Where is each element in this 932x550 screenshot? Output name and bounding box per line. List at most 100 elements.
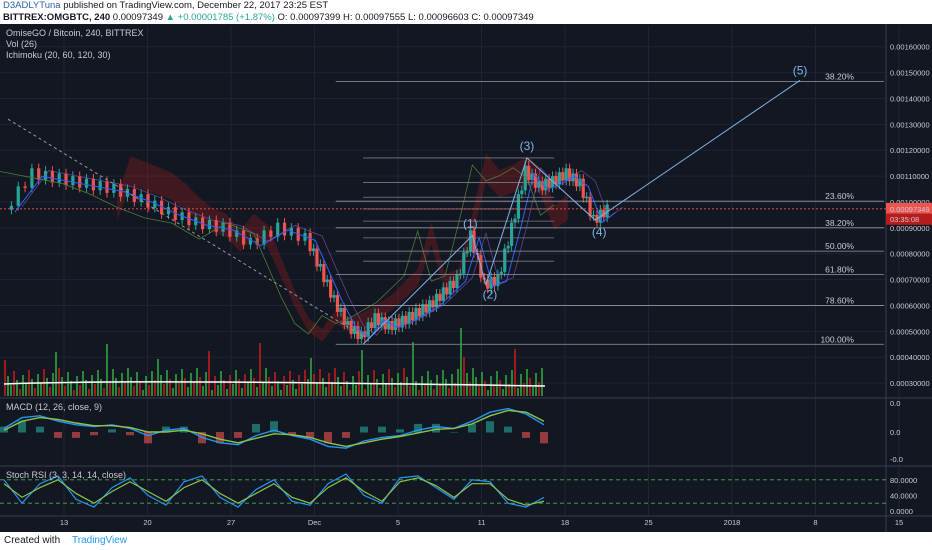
candle [496,274,500,287]
volume-bar [532,387,534,396]
candle [588,196,592,217]
volume-bar [367,375,369,396]
candle [91,178,95,191]
candle [342,308,346,325]
macd-signal-line [3,409,545,448]
chart-canvas[interactable]: 13 20 27 Dec 5 11 18 25 2018 8 15 0.00160000 0.00150… [0,24,932,532]
volume-bar [205,372,207,396]
price-tick-label: 0.00160000 [890,43,930,52]
volume-bar [70,381,72,396]
price-tick-label: 0.00120000 [890,146,930,155]
macd-histogram-bar [54,432,62,438]
candle [462,252,466,274]
volume-bar [394,387,396,396]
candle [469,230,473,252]
fib-level-label: 61.80% [825,264,854,274]
candle [424,304,428,313]
macd-histogram-bar [90,432,98,436]
volume-bar [295,389,297,396]
macd-label: MACD (12, 26, close, 9) [6,402,102,412]
macd-histogram-bar [270,421,278,433]
volume-bar [475,377,477,396]
macd-histogram-bar [342,432,350,438]
candle [547,178,551,188]
macd-histogram-bar [504,426,512,433]
candle [605,204,609,218]
x-tick-label: 27 [227,518,235,527]
volume-bar [448,388,450,396]
volume-bar [4,360,6,396]
candle [78,176,82,188]
volume-bar [256,387,258,396]
volume-bar [328,373,330,396]
volume-bar [208,351,210,396]
volume-bar [226,389,228,396]
candle [376,313,381,326]
volume-bar [46,378,48,396]
candle [407,311,411,325]
volume-bar [403,368,405,396]
candle [98,181,102,191]
volume-bar [490,376,492,396]
volume-bar [271,386,273,396]
volume-bar [217,385,219,396]
volume-bar [283,376,285,396]
chart-background [0,24,932,532]
volume-bar [133,386,135,396]
candle [282,222,287,236]
candle [540,181,544,191]
volume-bar [424,385,426,396]
x-tick-label: 18 [561,518,569,527]
candle [339,308,343,312]
x-tick-label: 11 [478,518,486,527]
candle [315,248,319,267]
candle [410,311,415,321]
fib-level-label: 100.00% [820,334,854,344]
volume-bar [76,376,78,396]
volume-bar [343,372,345,396]
volume-bar [241,388,243,396]
volume-bar [427,371,429,396]
volume-bar [364,389,366,396]
macd-histogram-bar [126,432,134,436]
volume-bar [148,385,150,396]
volume-bar [136,372,138,396]
volume-bar [61,377,63,396]
candle [366,322,370,338]
wave-label: (3) [520,139,535,153]
publish-info: published on TradingView.com, December 2… [63,0,329,11]
candle [421,304,425,317]
volume-bar [385,383,387,396]
volume-bar [442,370,444,396]
volume-bar [292,380,294,396]
volume-bar [445,379,447,396]
macd-histogram-bar [540,432,548,444]
volume-bar [415,381,417,396]
price-tick-label: 0.00080000 [890,250,930,259]
volume-bar [454,383,456,396]
volume-bar [145,376,147,396]
author-link[interactable]: D3ADLYTuna [3,0,61,11]
tradingview-brand[interactable]: TradingView [72,535,128,546]
chart-title: OmiseGO / Bitcoin, 240, BITTREX [6,28,144,38]
volume-bar [313,374,315,396]
volume-bar [160,375,162,396]
candle [568,168,572,182]
volume-bar [418,390,420,396]
volume-bar [25,384,27,396]
volume-bar [34,388,36,396]
stoch-axis-label: 80.0000 [890,476,917,485]
volume-bar [307,379,309,396]
volume-bar [253,378,255,396]
candle [431,300,435,308]
macd-histogram-bar [360,426,368,433]
candle [417,308,421,317]
candle [578,178,582,187]
volume-bar [166,370,168,396]
candle [397,318,401,328]
volume-bar [370,384,372,396]
candle [119,183,123,197]
candle [387,320,391,330]
price-change: ▲ +0.00001785 (+1.87%) [165,12,275,23]
stoch-k-line [3,473,545,508]
